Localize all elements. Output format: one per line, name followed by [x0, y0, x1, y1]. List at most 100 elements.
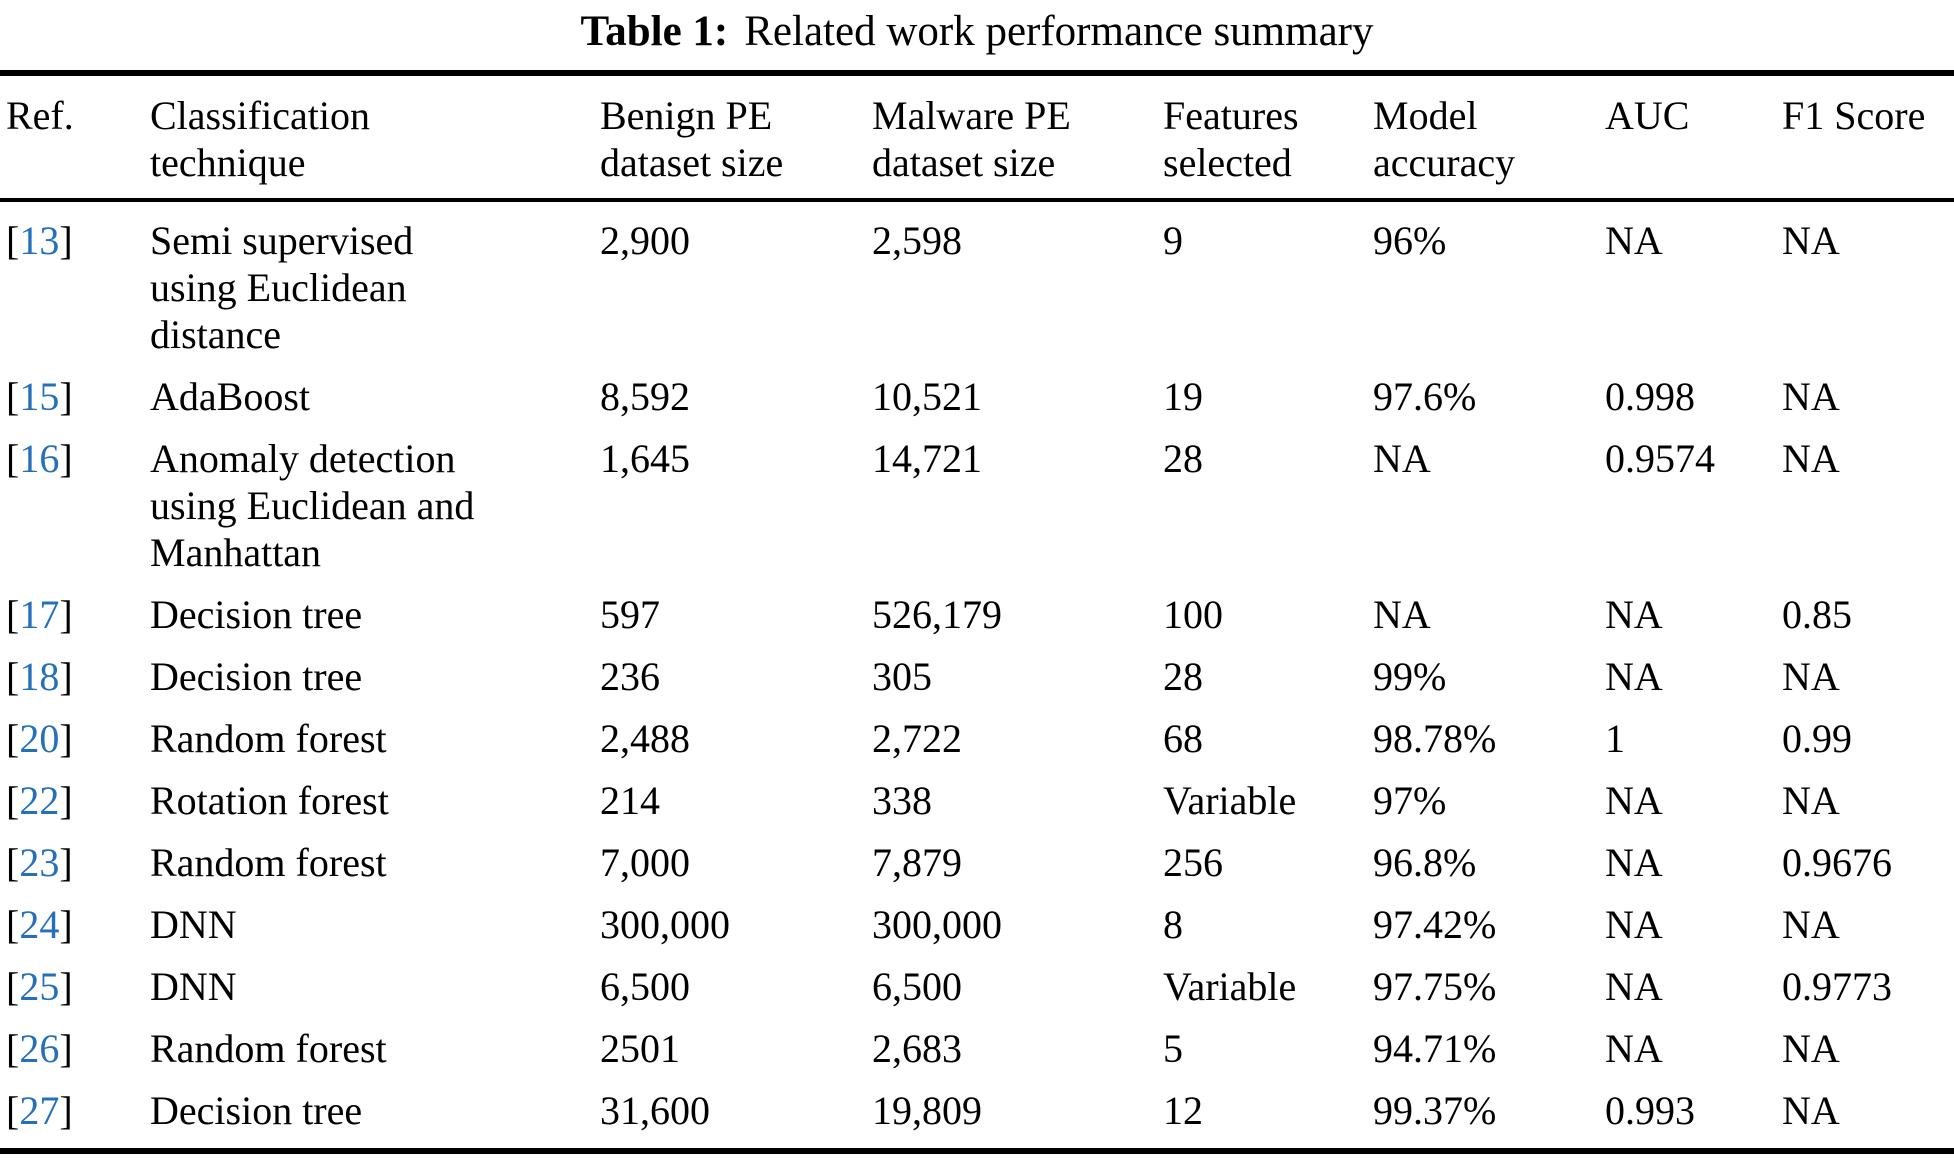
- benign-size-cell: 1,645: [600, 435, 690, 481]
- table-row: [24] DNN 300,000 300,000 8 97.42% NA NA: [0, 886, 1954, 948]
- citation-link[interactable]: 15: [19, 373, 60, 419]
- auc-cell: NA: [1605, 901, 1663, 947]
- f1-score-cell: 0.85: [1782, 591, 1852, 637]
- citation-link[interactable]: 22: [19, 777, 60, 823]
- features-selected-cell: 9: [1163, 217, 1183, 263]
- malware-size-cell: 300,000: [872, 901, 1002, 947]
- table-row: [15] AdaBoost 8,592 10,521 19 97.6% 0.998 NA: [0, 358, 1954, 420]
- technique-cell: Semi supervised using Euclidean distance: [150, 217, 414, 357]
- benign-size-cell: 300,000: [600, 901, 730, 947]
- citation-bracket-open: [: [6, 1025, 20, 1071]
- citation-link[interactable]: 13: [19, 217, 60, 263]
- col-header-f1: F1 Score: [1782, 72, 1954, 202]
- citation-link[interactable]: 17: [19, 591, 60, 637]
- malware-size-cell: 7,879: [872, 839, 962, 885]
- features-selected-cell: 68: [1163, 715, 1203, 761]
- model-accuracy-cell: 97%: [1373, 777, 1447, 823]
- table-row: [27] Decision tree 31,600 19,809 12 99.37% 0.9…: [0, 1072, 1954, 1151]
- table-row: [16] Anomaly detection using Euclidean an…: [0, 420, 1954, 576]
- citation-link[interactable]: 24: [19, 901, 60, 947]
- auc-cell: 0.9574: [1605, 435, 1715, 481]
- malware-size-cell: 6,500: [872, 963, 962, 1009]
- auc-cell: NA: [1605, 1025, 1663, 1071]
- citation-bracket-open: [: [6, 715, 20, 761]
- ref-cell: [17]: [0, 576, 150, 638]
- benign-size-cell: 7,000: [600, 839, 690, 885]
- citation-link[interactable]: 25: [19, 963, 60, 1009]
- col-header-auc: AUC: [1605, 72, 1782, 202]
- f1-score-cell: NA: [1782, 901, 1840, 947]
- malware-size-cell: 10,521: [872, 373, 982, 419]
- benign-size-cell: 31,600: [600, 1087, 710, 1133]
- f1-score-cell: NA: [1782, 435, 1840, 481]
- ref-cell: [23]: [0, 824, 150, 886]
- malware-size-cell: 305: [872, 653, 932, 699]
- auc-cell: NA: [1605, 839, 1663, 885]
- model-accuracy-cell: 97.75%: [1373, 963, 1497, 1009]
- benign-size-cell: 8,592: [600, 373, 690, 419]
- technique-cell: Anomaly detection using Euclidean and Ma…: [150, 435, 475, 575]
- citation-bracket-open: [: [6, 1087, 20, 1133]
- model-accuracy-cell: 97.6%: [1373, 373, 1477, 419]
- model-accuracy-cell: 98.78%: [1373, 715, 1497, 761]
- f1-score-cell: NA: [1782, 1025, 1840, 1071]
- ref-cell: [15]: [0, 358, 150, 420]
- citation-bracket-close: ]: [59, 653, 73, 699]
- ref-cell: [26]: [0, 1010, 150, 1072]
- citation-link[interactable]: 23: [19, 839, 60, 885]
- table-caption: Table 1: Related work performance summary: [0, 0, 1954, 58]
- benign-size-cell: 2501: [600, 1025, 680, 1071]
- ref-cell: [18]: [0, 638, 150, 700]
- citation-link[interactable]: 27: [19, 1087, 60, 1133]
- col-header-ref: Ref.: [0, 72, 150, 202]
- features-selected-cell: 256: [1163, 839, 1223, 885]
- f1-score-cell: NA: [1782, 373, 1840, 419]
- malware-size-cell: 2,722: [872, 715, 962, 761]
- citation-link[interactable]: 16: [19, 435, 60, 481]
- table-row: [17] Decision tree 597 526,179 100 NA NA 0.85: [0, 576, 1954, 638]
- model-accuracy-cell: 96.8%: [1373, 839, 1477, 885]
- citation-bracket-close: ]: [59, 217, 73, 263]
- technique-cell: Decision tree: [150, 653, 363, 699]
- table-row: [25] DNN 6,500 6,500 Variable 97.75% NA 0.9773: [0, 948, 1954, 1010]
- malware-size-cell: 19,809: [872, 1087, 982, 1133]
- citation-bracket-close: ]: [59, 1087, 73, 1133]
- citation-bracket-close: ]: [59, 777, 73, 823]
- citation-bracket-open: [: [6, 591, 20, 637]
- features-selected-cell: Variable: [1163, 777, 1297, 823]
- citation-bracket-close: ]: [59, 591, 73, 637]
- features-selected-cell: 100: [1163, 591, 1223, 637]
- features-selected-cell: 8: [1163, 901, 1183, 947]
- benign-size-cell: 236: [600, 653, 660, 699]
- auc-cell: NA: [1605, 777, 1663, 823]
- ref-cell: [16]: [0, 420, 150, 576]
- ref-cell: [27]: [0, 1072, 150, 1151]
- table-header: Ref. Classification technique Benign PE …: [0, 72, 1954, 202]
- citation-bracket-close: ]: [59, 901, 73, 947]
- technique-cell: DNN: [150, 963, 237, 1009]
- citation-link[interactable]: 18: [19, 653, 60, 699]
- auc-cell: NA: [1605, 217, 1663, 263]
- citation-bracket-open: [: [6, 963, 20, 1009]
- citation-bracket-close: ]: [59, 435, 73, 481]
- col-header-technique: Classification technique: [150, 72, 600, 202]
- malware-size-cell: 14,721: [872, 435, 982, 481]
- model-accuracy-cell: NA: [1373, 435, 1431, 481]
- technique-cell: Random forest: [150, 715, 387, 761]
- benign-size-cell: 214: [600, 777, 660, 823]
- citation-link[interactable]: 26: [19, 1025, 60, 1071]
- benign-size-cell: 597: [600, 591, 660, 637]
- citation-bracket-close: ]: [59, 715, 73, 761]
- auc-cell: NA: [1605, 963, 1663, 1009]
- f1-score-cell: 0.9676: [1782, 839, 1892, 885]
- header-row: Ref. Classification technique Benign PE …: [0, 72, 1954, 202]
- features-selected-cell: 5: [1163, 1025, 1183, 1071]
- ref-cell: [24]: [0, 886, 150, 948]
- model-accuracy-cell: 94.71%: [1373, 1025, 1497, 1071]
- citation-bracket-open: [: [6, 839, 20, 885]
- citation-bracket-close: ]: [59, 839, 73, 885]
- related-work-table: Ref. Classification technique Benign PE …: [0, 69, 1954, 1154]
- technique-cell: Decision tree: [150, 591, 363, 637]
- model-accuracy-cell: 97.42%: [1373, 901, 1497, 947]
- citation-link[interactable]: 20: [19, 715, 60, 761]
